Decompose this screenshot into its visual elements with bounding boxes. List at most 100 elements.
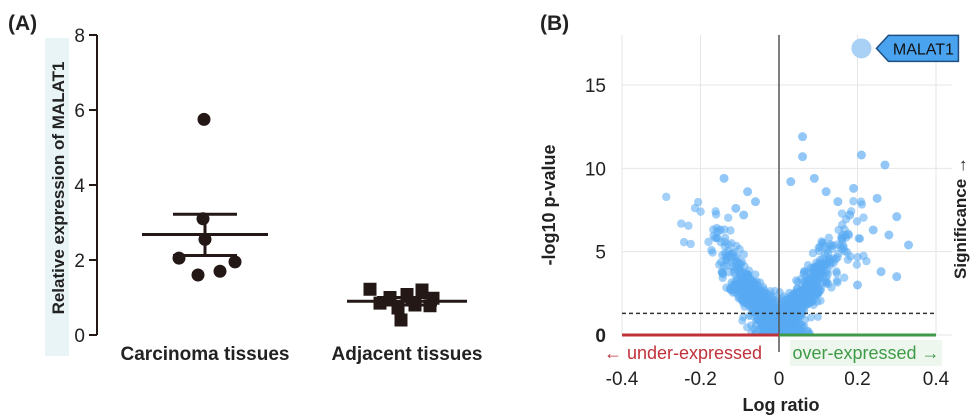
data-point [813, 282, 823, 292]
data-point [728, 248, 737, 257]
data-point [801, 286, 810, 296]
y-tick-label: 8 [74, 26, 85, 47]
data-point [758, 308, 767, 317]
data-point [793, 277, 802, 286]
data-point [832, 267, 841, 276]
data-point [852, 217, 862, 226]
data-point [859, 213, 868, 222]
data-point [191, 268, 205, 282]
data-point [805, 276, 814, 285]
panel-label-b: (B) [540, 12, 569, 35]
data-point [743, 187, 753, 197]
x-category-label: Carcinoma tissues [121, 344, 290, 365]
data-point [781, 313, 790, 322]
data-point [832, 276, 842, 285]
data-point [856, 150, 866, 160]
data-point [693, 197, 703, 207]
panel-a-chart: 0 2 4 6 8 Relative expression of MALAT1 Carcin… [49, 26, 483, 365]
data-point [853, 252, 862, 262]
data-point [821, 187, 831, 197]
data-point [715, 260, 724, 269]
data-point [809, 173, 819, 183]
y-axis-label: Relative expression of MALAT1 [49, 62, 68, 315]
data-point [731, 203, 741, 213]
x-tick-label: 0.2 [844, 369, 870, 390]
data-point [738, 316, 747, 325]
data-point [813, 312, 822, 321]
data-point [798, 132, 808, 142]
data-point [884, 230, 894, 240]
data-point [904, 240, 914, 250]
data-point [721, 256, 731, 265]
data-point [798, 152, 808, 162]
data-point [872, 193, 882, 203]
data-point [743, 323, 752, 332]
data-point [415, 283, 429, 297]
data-point [718, 273, 727, 283]
data-point [840, 247, 849, 256]
data-point [840, 225, 849, 234]
data-point [824, 253, 834, 263]
data-point [757, 323, 766, 332]
data-point [767, 296, 776, 305]
x-tick-label: 0.4 [923, 369, 950, 390]
data-point [857, 200, 867, 209]
data-point [806, 313, 815, 322]
x-category-label: Adjacent tissues [332, 344, 483, 365]
x-axis-label: Log ratio [743, 395, 820, 415]
data-point [741, 274, 751, 283]
data-point [775, 288, 784, 297]
data-point [228, 255, 242, 269]
data-point [825, 241, 835, 251]
x-tick-label: -0.4 [606, 369, 639, 390]
data-point [684, 221, 693, 230]
data-point [753, 315, 762, 324]
y-tick-label: 10 [585, 159, 606, 180]
y-tick-label: 6 [74, 101, 85, 122]
data-point [797, 305, 806, 314]
over-expressed-label: over-expressed → [792, 343, 939, 363]
data-point [803, 260, 813, 270]
data-point [686, 239, 695, 249]
data-point [363, 282, 377, 296]
data-point [812, 266, 822, 275]
panel-label-a: (A) [8, 12, 37, 35]
data-point [880, 160, 890, 170]
points-layer [662, 132, 914, 335]
data-point [841, 233, 851, 242]
y-axis-label: -log10 p-value [539, 144, 559, 265]
data-point [197, 112, 211, 126]
data-point [840, 273, 849, 282]
significance-label: Significance → [951, 157, 970, 279]
data-point [849, 183, 859, 193]
data-point [845, 210, 855, 220]
data-point [771, 319, 780, 328]
data-point [726, 284, 735, 293]
data-point [818, 238, 827, 248]
data-point [724, 267, 734, 277]
data-point [821, 278, 830, 287]
data-point [735, 245, 744, 254]
data-point [740, 262, 749, 271]
panel-b-chart: ← under-expressed over-expressed → -0.4 -0.… [539, 34, 970, 415]
data-point [734, 266, 744, 276]
data-point [786, 177, 796, 187]
data-point [770, 309, 779, 318]
data-point [739, 210, 749, 220]
data-point [741, 280, 750, 290]
data-point [716, 238, 726, 247]
x-tick-label: -0.2 [684, 369, 717, 390]
y-tick-label: 0 [595, 326, 606, 347]
x-tick-label: 0 [774, 369, 785, 390]
data-point [394, 313, 408, 327]
data-point [808, 248, 818, 258]
data-point [834, 249, 843, 259]
data-point [862, 256, 871, 266]
data-point [724, 240, 733, 249]
over-label-bg [790, 340, 942, 366]
data-point [892, 272, 902, 282]
highlight-label-box [875, 34, 960, 63]
data-point [854, 234, 863, 243]
